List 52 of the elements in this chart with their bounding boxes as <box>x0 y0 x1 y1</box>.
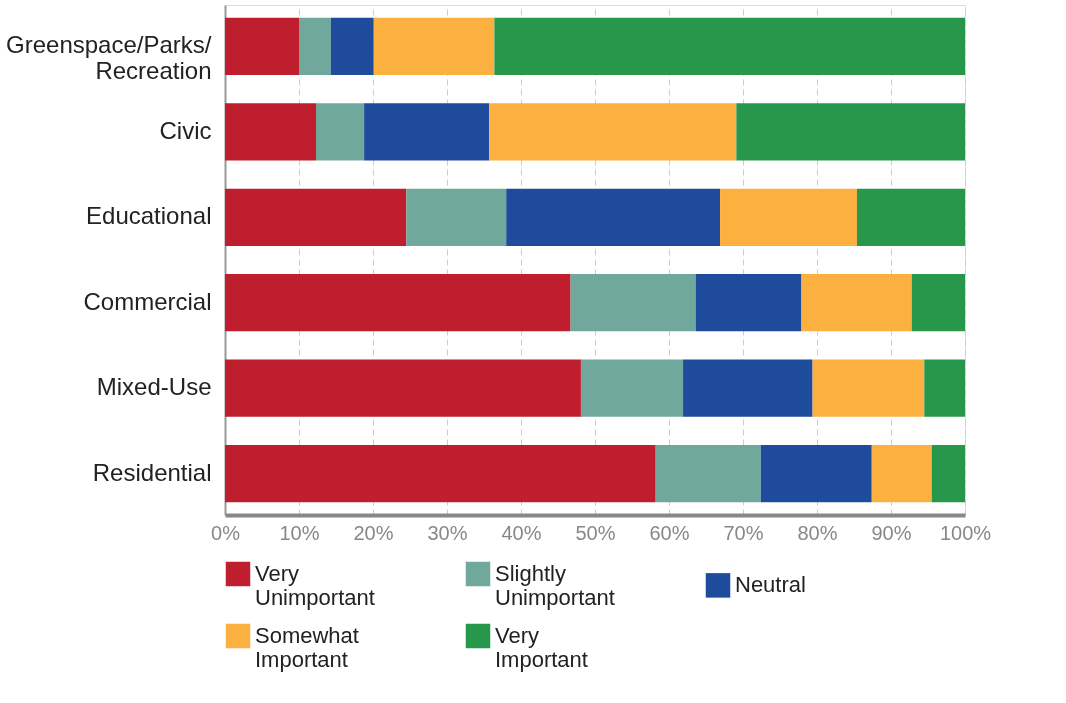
bar <box>225 103 317 161</box>
bar <box>406 188 507 246</box>
x-tick-label: 20% <box>353 521 394 544</box>
bar <box>494 17 965 76</box>
y-tick-label: Residential <box>92 458 212 486</box>
legend-label: Very Important <box>495 623 588 672</box>
bar <box>812 359 925 417</box>
bar <box>911 274 965 332</box>
x-tick-label: 80% <box>797 521 838 544</box>
legend-label: Slightly Unimportant <box>495 561 615 610</box>
x-tick-label: 40% <box>501 521 542 544</box>
x-tick-label: 70% <box>723 521 764 544</box>
bar <box>931 444 965 503</box>
x-tick-label: 50% <box>575 521 616 544</box>
x-tick-label: 90% <box>871 521 912 544</box>
x-tick-label: 10% <box>279 521 320 544</box>
y-tick-label: Civic <box>159 116 212 144</box>
bar <box>580 359 684 417</box>
bar <box>695 274 802 332</box>
y-tick-label: Commercial <box>83 287 212 315</box>
bar <box>570 274 696 332</box>
x-tick-label: 100% <box>939 521 992 544</box>
bar <box>330 17 374 76</box>
bar <box>801 274 912 332</box>
y-tick-label: Educational <box>86 202 212 230</box>
bar <box>225 188 407 246</box>
bar <box>683 359 813 417</box>
x-tick-label: 0% <box>211 521 241 544</box>
bar <box>364 103 490 161</box>
bar <box>720 188 857 246</box>
legend-label: Somewhat Important <box>255 623 359 672</box>
bar <box>871 444 932 503</box>
legend-label: Very Unimportant <box>255 561 375 610</box>
bar <box>506 188 721 246</box>
bar <box>856 188 965 246</box>
bar <box>736 103 965 161</box>
legend-label: Neutral <box>735 572 806 598</box>
y-tick-label: Greenspace/Parks/Recreation <box>6 31 212 85</box>
y-tick-label: Mixed-Use <box>96 373 212 401</box>
bar <box>373 17 495 76</box>
bar <box>225 17 299 76</box>
bar <box>225 359 581 417</box>
bar <box>299 17 331 76</box>
bar <box>655 444 761 503</box>
bar <box>316 103 365 161</box>
bar <box>760 444 872 503</box>
bar <box>924 359 965 417</box>
bar <box>489 103 737 161</box>
x-tick-label: 60% <box>649 521 690 544</box>
bar <box>225 444 656 503</box>
x-tick-label: 30% <box>427 521 468 544</box>
bar <box>225 274 571 332</box>
